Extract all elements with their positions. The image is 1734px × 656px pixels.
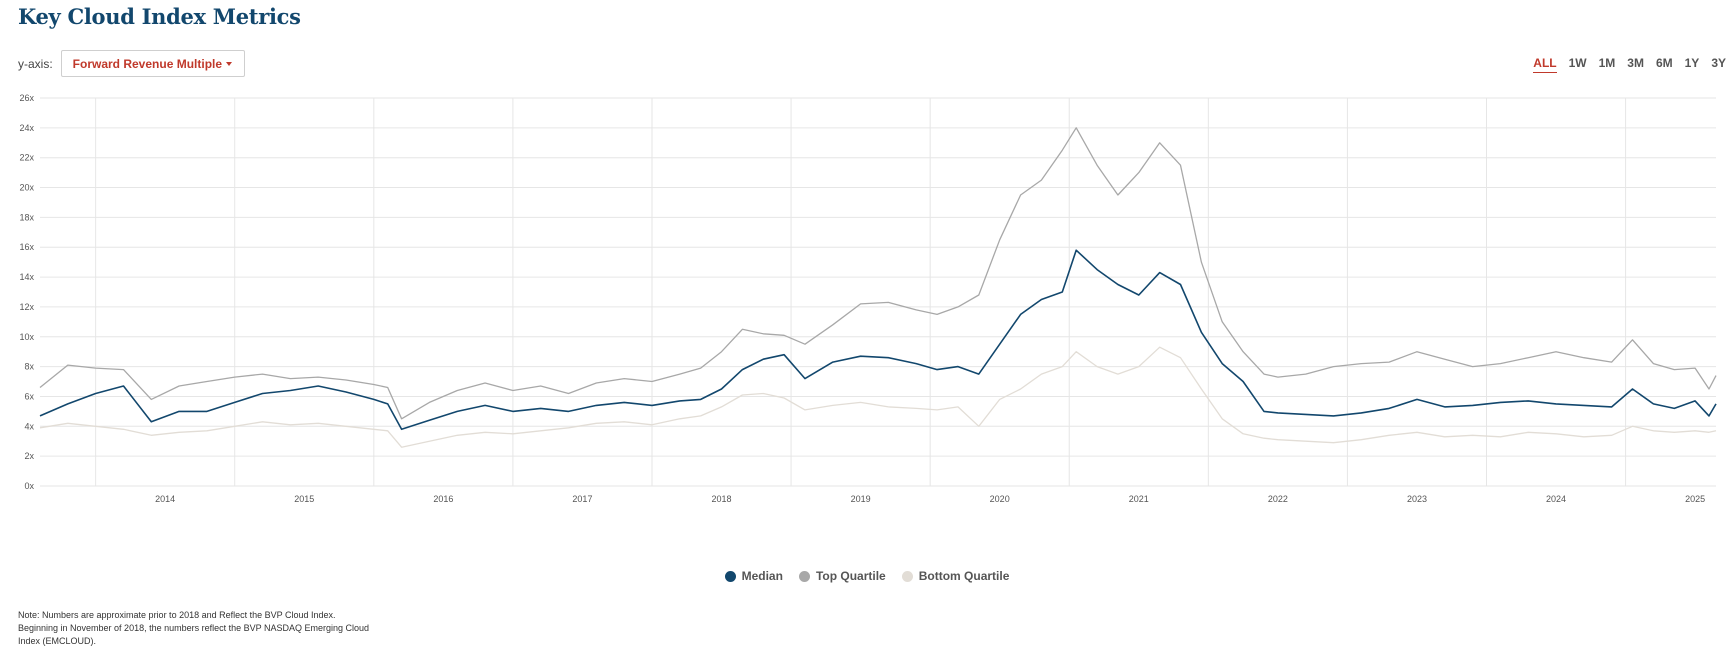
y-tick-label: 8x [24, 362, 34, 372]
legend-item-bottom-quartile[interactable]: Bottom Quartile [901, 569, 1010, 583]
legend-median-dot [724, 570, 736, 582]
legend-bottom-quartile-dot [901, 570, 913, 582]
range-3y-button[interactable]: 3Y [1711, 56, 1726, 70]
footnote-line-2: Beginning in November of 2018, the numbe… [18, 623, 370, 633]
time-range-selector: ALL 1W 1M 3M 6M 1Y 3Y [1521, 56, 1726, 73]
bottom-quartile-line [39, 346, 1717, 448]
page-title: Key Cloud Index Metrics [18, 4, 301, 29]
x-tick-label: 2017 [572, 494, 592, 504]
x-tick-label: 2018 [712, 494, 732, 504]
yaxis-label: y-axis: [18, 56, 53, 71]
footnote-line-1: Note: Numbers are approximate prior to 2… [18, 610, 336, 620]
y-tick-label: 4x [24, 421, 34, 431]
yaxis-metric-dropdown[interactable]: Forward Revenue Multiple [60, 50, 245, 77]
y-tick-label: 16x [19, 242, 34, 252]
x-tick-label: 2016 [433, 494, 453, 504]
caret-down-icon [225, 61, 232, 66]
top-quartile-line [39, 127, 1717, 420]
legend-bottom-quartile-label: Bottom Quartile [918, 569, 1010, 583]
y-tick-label: 26x [19, 93, 34, 103]
legend-median-label: Median [741, 569, 783, 583]
yaxis-selector-row: y-axis: Forward Revenue Multiple [18, 50, 245, 77]
y-tick-label: 6x [24, 391, 34, 401]
legend-top-quartile-dot [798, 570, 810, 582]
y-tick-label: 0x [24, 481, 34, 491]
y-tick-label: 22x [19, 153, 34, 163]
chart-legend: Median Top Quartile Bottom Quartile [0, 569, 1734, 583]
y-tick-label: 24x [19, 123, 34, 133]
line-chart: 0x 2x 4x 6x 8x 10x 12x 14x 16x 18x 20x 22x 24x 26x 201… [19, 93, 1717, 504]
y-tick-label: 12x [19, 302, 34, 312]
x-tick-label: 2014 [155, 494, 175, 504]
range-all-button[interactable]: ALL [1533, 56, 1557, 73]
legend-item-median[interactable]: Median [724, 569, 783, 583]
legend-top-quartile-label: Top Quartile [815, 569, 886, 583]
median-line [39, 249, 1717, 431]
range-1y-button[interactable]: 1Y [1684, 56, 1700, 70]
range-1w-button[interactable]: 1W [1568, 56, 1587, 70]
x-tick-label: 2019 [851, 494, 871, 504]
yaxis-metric-value: Forward Revenue Multiple [72, 56, 223, 71]
legend-item-top-quartile[interactable]: Top Quartile [798, 569, 886, 583]
range-3m-button[interactable]: 3M [1627, 56, 1644, 70]
footnote: Note: Numbers are approximate prior to 2… [18, 609, 398, 648]
y-tick-label: 18x [19, 212, 34, 222]
y-tick-label: 2x [24, 451, 34, 461]
y-tick-label: 20x [19, 183, 34, 193]
x-tick-label: 2025 [1685, 494, 1705, 504]
y-tick-label: 14x [19, 272, 34, 282]
x-tick-label: 2020 [990, 494, 1010, 504]
x-tick-label: 2021 [1129, 494, 1149, 504]
range-1m-button[interactable]: 1M [1598, 56, 1616, 70]
y-tick-label: 10x [19, 332, 34, 342]
x-tick-label: 2023 [1407, 494, 1427, 504]
x-tick-label: 2022 [1268, 494, 1288, 504]
x-tick-label: 2015 [294, 494, 314, 504]
footnote-line-3: Index (EMCLOUD). [18, 636, 97, 646]
range-6m-button[interactable]: 6M [1655, 56, 1673, 70]
x-tick-label: 2024 [1546, 494, 1566, 504]
